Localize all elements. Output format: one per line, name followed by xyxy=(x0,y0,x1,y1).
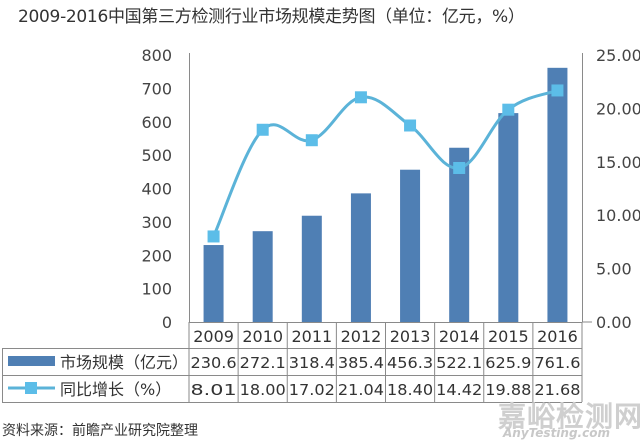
marker-2012 xyxy=(354,91,367,104)
table-cell: 8.01 xyxy=(191,381,237,399)
bar-2014 xyxy=(449,147,470,322)
table-cell: 17.02 xyxy=(289,381,335,399)
table-cell: 14.42 xyxy=(436,381,482,399)
marker-2014 xyxy=(453,161,466,174)
right-axis-ticks: 0.00 5.00 10.00 15.00 20.00 25.00 xyxy=(596,46,640,332)
table-cell: 761.6 xyxy=(534,354,580,372)
right-tick-label: 10.00 xyxy=(596,206,640,225)
right-tick-label: 0.00 xyxy=(596,313,632,332)
table-cell: 18.40 xyxy=(387,381,433,399)
category-label: 2013 xyxy=(390,327,431,346)
table-cell: 625.9 xyxy=(485,354,531,372)
right-tick-label: 25.00 xyxy=(596,46,640,65)
category-label: 2014 xyxy=(439,327,480,346)
table-cell: 522.1 xyxy=(436,354,482,372)
bar-2011 xyxy=(301,215,322,322)
marker-2015 xyxy=(502,103,515,116)
legend-label: 同比增长（%） xyxy=(60,380,171,399)
table-cell: 21.68 xyxy=(534,381,580,399)
bar-series xyxy=(203,67,568,323)
left-tick-label: 100 xyxy=(141,280,172,299)
marker-2013 xyxy=(404,119,417,132)
table-cell: 456.3 xyxy=(387,354,433,372)
left-tick-label: 600 xyxy=(141,113,172,132)
legend-marker-key xyxy=(25,382,37,394)
chart-title: 2009-2016中国第三方检测行业市场规模走势图（单位：亿元，%） xyxy=(18,7,525,27)
left-tick-label: 400 xyxy=(141,180,172,199)
legend-label: 市场规模（亿元） xyxy=(60,353,188,372)
table-cell: 18.00 xyxy=(240,381,286,399)
bar-2010 xyxy=(252,231,273,322)
bar-2013 xyxy=(400,169,421,322)
bar-2009 xyxy=(203,245,224,322)
category-label: 2010 xyxy=(242,327,283,346)
category-label: 2009 xyxy=(193,327,234,346)
legend-bar-key xyxy=(8,356,55,366)
marker-2016 xyxy=(551,84,564,97)
left-tick-label: 800 xyxy=(141,46,172,65)
right-tick-label: 15.00 xyxy=(596,153,640,172)
table-cell: 385.4 xyxy=(338,354,384,372)
category-label: 2016 xyxy=(537,327,578,346)
right-tick-label: 20.00 xyxy=(596,99,640,118)
bar-2016 xyxy=(547,67,568,322)
category-label: 2012 xyxy=(341,327,382,346)
table-cell: 272.1 xyxy=(240,354,286,372)
left-tick-label: 500 xyxy=(141,146,172,165)
category-label: 2011 xyxy=(291,327,332,346)
bar-2015 xyxy=(498,113,519,323)
left-tick-label: 700 xyxy=(141,79,172,98)
table-cell: 19.88 xyxy=(485,381,531,399)
left-tick-label: 0 xyxy=(162,313,172,332)
marker-2009 xyxy=(207,230,220,243)
right-tick-label: 5.00 xyxy=(596,260,632,279)
watermark-en: AnyTesting.com xyxy=(503,426,610,440)
bar-2012 xyxy=(350,193,371,322)
marker-2010 xyxy=(256,123,269,136)
table-cell: 21.04 xyxy=(338,381,384,399)
marker-2011 xyxy=(305,134,318,147)
left-tick-label: 200 xyxy=(141,246,172,265)
category-label: 2015 xyxy=(488,327,529,346)
table-cell: 230.6 xyxy=(191,354,237,372)
data-table: 2009 2010 2011 2012 2013 2014 2015 2016 230.6 272… xyxy=(2,322,583,403)
left-axis-ticks: 0 100 200 300 400 500 600 700 800 xyxy=(141,46,172,332)
watermark-cn: 嘉峪检测网 xyxy=(498,400,640,433)
left-tick-label: 300 xyxy=(141,213,172,232)
growth-markers xyxy=(207,84,564,243)
table-cell: 318.4 xyxy=(289,354,335,372)
source-note: 资料来源：前瞻产业研究院整理 xyxy=(2,423,198,439)
